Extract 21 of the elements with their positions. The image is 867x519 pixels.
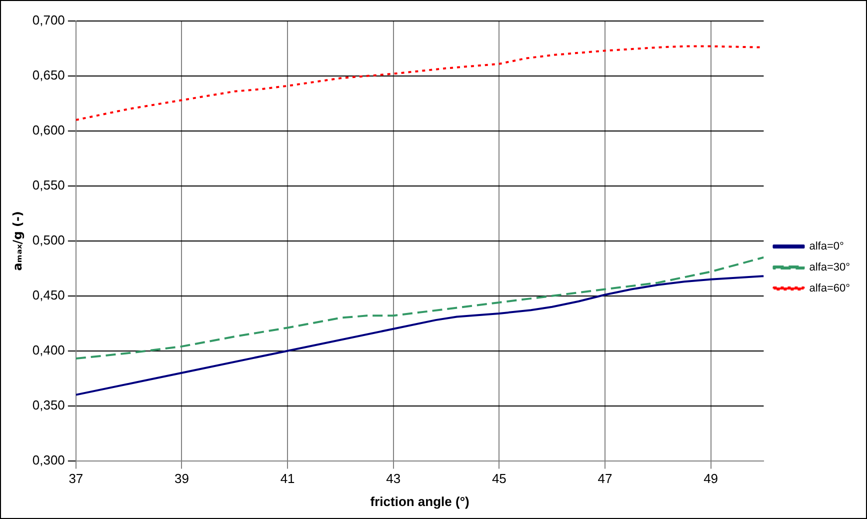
x-tick-label: 41 (280, 471, 295, 486)
y-tick-label: 0,650 (32, 68, 65, 83)
x-tick-label: 47 (598, 471, 612, 486)
y-tick-label: 0,550 (32, 178, 65, 193)
x-tick-label: 45 (492, 471, 506, 486)
y-axis-title: aₘₐₓ/g (-) (10, 211, 24, 271)
x-tick-label: 37 (68, 471, 84, 486)
legend-label: alfa=30° (809, 262, 850, 274)
y-tick-label: 0,500 (32, 232, 65, 248)
legend-label: alfa=0° (809, 240, 844, 253)
y-tick-label: 0,450 (32, 287, 65, 302)
x-tick-label: 39 (174, 471, 189, 486)
x-tick-label: 49 (704, 471, 718, 486)
y-tick-label: 0,400 (32, 342, 65, 358)
x-axis-title: friction angle (°) (370, 494, 470, 509)
y-tick-label: 0,700 (32, 12, 65, 28)
y-tick-label: 0,600 (32, 122, 65, 138)
y-tick-label: 0,350 (32, 397, 65, 412)
y-tick-label: 0,300 (32, 452, 65, 468)
x-tick-label: 43 (386, 471, 401, 486)
legend-label: alfa=60° (809, 282, 850, 295)
